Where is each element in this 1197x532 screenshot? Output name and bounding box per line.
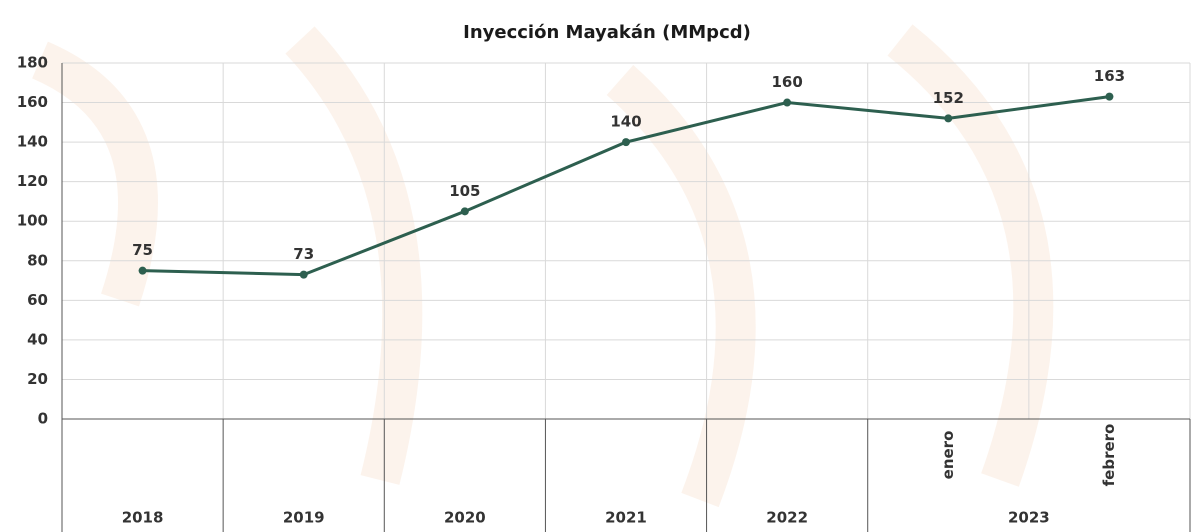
watermark-shape [606,65,756,508]
point [783,98,792,107]
y-tick-label: 100 [17,212,48,230]
y-tick-label: 20 [27,370,48,388]
y-tick-label: 0 [38,410,48,428]
y-tick-label: 180 [17,54,48,72]
x-tick-label: 2020 [444,509,486,527]
x-group-label: 2023 [1008,509,1050,527]
point [299,270,308,279]
x-tick-label: 2018 [122,509,164,527]
data-label: 105 [449,182,480,200]
data-label: 140 [610,113,641,131]
point [944,114,953,123]
data-label: 75 [132,241,153,259]
data-label: 163 [1094,67,1125,85]
y-tick-label: 120 [17,172,48,190]
point [622,138,630,147]
point [1105,92,1114,101]
y-tick-label: 80 [27,251,48,269]
watermark-shape [31,41,158,307]
x-tick-label: 2021 [605,509,647,527]
watermark-shape [285,26,423,485]
data-label: 152 [933,89,964,107]
x-tick-label: febrero [1100,424,1118,487]
data-label: 73 [293,245,314,263]
watermark [31,24,1054,508]
x-tick-label: enero [939,431,957,480]
data-label: 160 [771,73,802,91]
x-tick-label: 2022 [766,509,808,527]
x-tick-label: 2019 [283,509,325,527]
y-tick-label: 40 [27,330,48,348]
y-tick-label: 60 [27,291,48,309]
chart-title: Inyección Mayakán (MMpcd) [463,22,751,43]
y-tick-label: 140 [17,133,48,151]
watermark-shape [887,24,1054,487]
point [138,266,147,275]
y-tick-label: 160 [17,93,48,111]
point [460,207,469,216]
